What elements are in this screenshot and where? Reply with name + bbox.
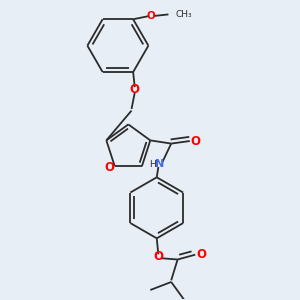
- Text: O: O: [153, 250, 163, 263]
- Text: N: N: [155, 160, 164, 170]
- Text: CH₃: CH₃: [176, 10, 192, 19]
- Text: H: H: [149, 160, 156, 169]
- Text: O: O: [196, 248, 206, 261]
- Text: O: O: [130, 83, 140, 96]
- Text: O: O: [146, 11, 155, 21]
- Text: O: O: [190, 134, 201, 148]
- Text: O: O: [104, 161, 114, 174]
